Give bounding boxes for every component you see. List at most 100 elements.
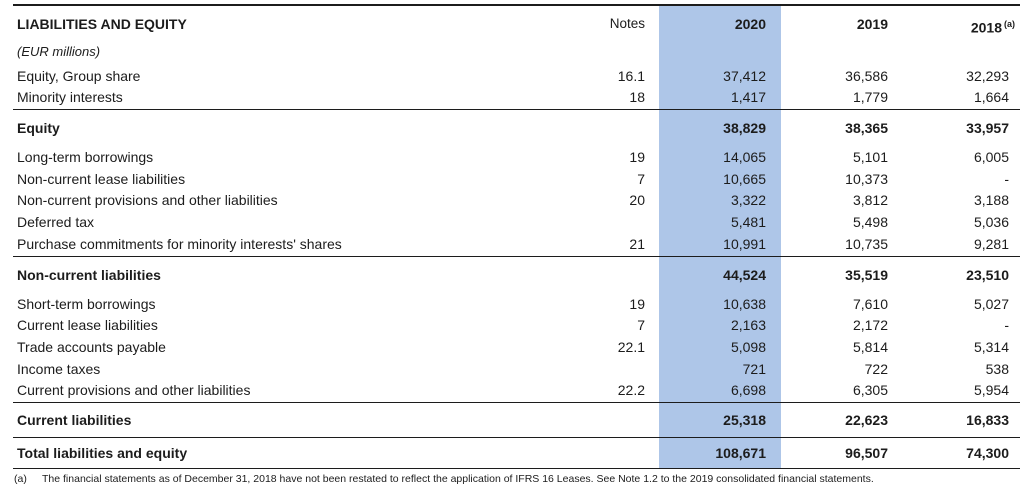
table-row: Purchase commitments for minority intere… [13, 233, 1020, 256]
value-2019: 1,779 [852, 89, 888, 106]
table-row: Trade accounts payable 22.1 5,098 5,814 … [13, 336, 1020, 359]
subtotal-row-current-liabilities: Current liabilities 25,318 22,623 16,833 [13, 402, 1020, 438]
value-2020: 721 [659, 358, 781, 381]
column-spacer [645, 315, 659, 337]
empty-cell [555, 42, 645, 66]
column-header-2020: 2020 [659, 6, 781, 42]
value-2020: 10,665 [659, 168, 781, 191]
value-2020: 5,098 [659, 336, 781, 359]
value-2018: 5,314 [973, 338, 1009, 355]
column-spacer [645, 438, 659, 468]
row-note-ref: 7 [637, 317, 645, 334]
column-spacer [645, 87, 659, 109]
table-row: Equity, Group share 16.1 37,412 36,586 3… [13, 65, 1020, 88]
value-2019: 5,101 [852, 149, 888, 166]
value-2019: 10,735 [845, 235, 888, 252]
row-label: Long-term borrowings [17, 149, 154, 166]
value-2018: 5,036 [973, 214, 1009, 231]
value-2019: 10,373 [845, 170, 888, 187]
value-2018: 538 [985, 360, 1009, 377]
row-note-ref: 22.2 [617, 382, 645, 399]
row-label: Equity, Group share [17, 67, 141, 84]
column-spacer [645, 380, 659, 402]
value-2018: - [1004, 317, 1009, 334]
value-2019: 6,305 [852, 382, 888, 399]
row-note-ref: 19 [629, 149, 645, 166]
table-row: Deferred tax 5,481 5,498 5,036 [13, 212, 1020, 234]
row-note-ref: 20 [629, 192, 645, 209]
value-2018: - [1004, 170, 1009, 187]
footnote-marker: (a) [14, 473, 27, 486]
value-2019: 22,623 [845, 412, 888, 429]
table-row: Income taxes 721 722 538 [13, 358, 1020, 381]
column-spacer [645, 110, 659, 147]
value-2018: 5,027 [973, 295, 1009, 312]
empty-cell [781, 42, 891, 66]
column-spacer [645, 212, 659, 234]
value-2020: 10,991 [659, 233, 781, 256]
table-header-row: LIABILITIES AND EQUITY Notes 2020 2019 2… [13, 6, 1020, 42]
column-spacer [645, 169, 659, 191]
row-label: Current provisions and other liabilities [17, 382, 251, 399]
column-header-notes: Notes [609, 16, 645, 31]
table-row: Current provisions and other liabilities… [13, 380, 1020, 403]
value-2019: 35,519 [845, 266, 888, 283]
row-note-ref: 7 [637, 170, 645, 187]
table-row: Non-current provisions and other liabili… [13, 190, 1020, 213]
value-2019: 2,172 [852, 317, 888, 334]
column-spacer [645, 234, 659, 256]
units-row: (EUR millions) [13, 41, 1020, 66]
value-2019: 7,610 [852, 295, 888, 312]
table-row: Long-term borrowings 19 14,065 5,101 6,0… [13, 147, 1020, 169]
value-2020: 37,412 [659, 65, 781, 88]
row-note-ref [555, 438, 645, 468]
value-2018: 5,954 [973, 382, 1009, 399]
row-label: Trade accounts payable [17, 338, 166, 355]
row-label: Current lease liabilities [17, 317, 158, 334]
row-note-ref: 22.1 [617, 338, 645, 355]
row-label: Purchase commitments for minority intere… [17, 235, 342, 252]
row-label: Total liabilities and equity [17, 445, 188, 462]
row-label: Minority interests [17, 89, 123, 106]
row-note-ref [555, 212, 645, 234]
footnote-ref-superscript: (a) [1004, 19, 1015, 29]
value-2019: 5,814 [852, 338, 888, 355]
row-label: Short-term borrowings [17, 295, 156, 312]
value-2019: 722 [864, 360, 888, 377]
value-2018: 3,188 [973, 192, 1009, 209]
value-2018: 9,281 [973, 235, 1009, 252]
column-spacer [645, 359, 659, 381]
value-2020: 5,481 [659, 212, 781, 234]
row-label: Income taxes [17, 360, 101, 377]
subtotal-row-non-current-liabilities: Non-current liabilities 44,524 35,519 23… [13, 255, 1020, 294]
column-header-2019: 2019 [856, 16, 888, 32]
column-spacer [645, 147, 659, 169]
value-2020: 108,671 [659, 438, 781, 469]
row-note-ref: 21 [629, 235, 645, 252]
value-2018: 32,293 [966, 67, 1009, 84]
value-2020: 3,322 [659, 190, 781, 213]
row-label: Current liabilities [17, 412, 132, 429]
table-row: Minority interests 18 1,417 1,779 1,664 [13, 87, 1020, 110]
footnote: (a) The financial statements as of Decem… [14, 473, 1020, 486]
value-2020: 14,065 [659, 147, 781, 169]
column-spacer [645, 66, 659, 88]
subtotal-row-equity: Equity 38,829 38,365 33,957 [13, 109, 1020, 148]
value-2018: 16,833 [966, 412, 1009, 429]
value-2018: 23,510 [966, 266, 1009, 283]
value-2020: 1,417 [659, 87, 781, 110]
row-note-ref [555, 359, 645, 381]
table-row: Current lease liabilities 7 2,163 2,172 … [13, 315, 1020, 337]
row-label: Non-current provisions and other liabili… [17, 192, 278, 209]
column-header-2018-year: 2018 [970, 19, 1002, 36]
liabilities-equity-table: LIABILITIES AND EQUITY Notes 2020 2019 2… [13, 4, 1020, 470]
column-spacer [645, 42, 659, 66]
row-note-ref [555, 257, 645, 294]
row-label: Non-current lease liabilities [17, 170, 186, 187]
row-label: Non-current liabilities [17, 266, 161, 283]
column-spacer [645, 190, 659, 212]
table-row: Short-term borrowings 19 10,638 7,610 5,… [13, 293, 1020, 316]
table-title: LIABILITIES AND EQUITY [17, 16, 187, 32]
row-note-ref: 16.1 [617, 67, 645, 84]
total-row: Total liabilities and equity 108,671 96,… [13, 437, 1020, 469]
